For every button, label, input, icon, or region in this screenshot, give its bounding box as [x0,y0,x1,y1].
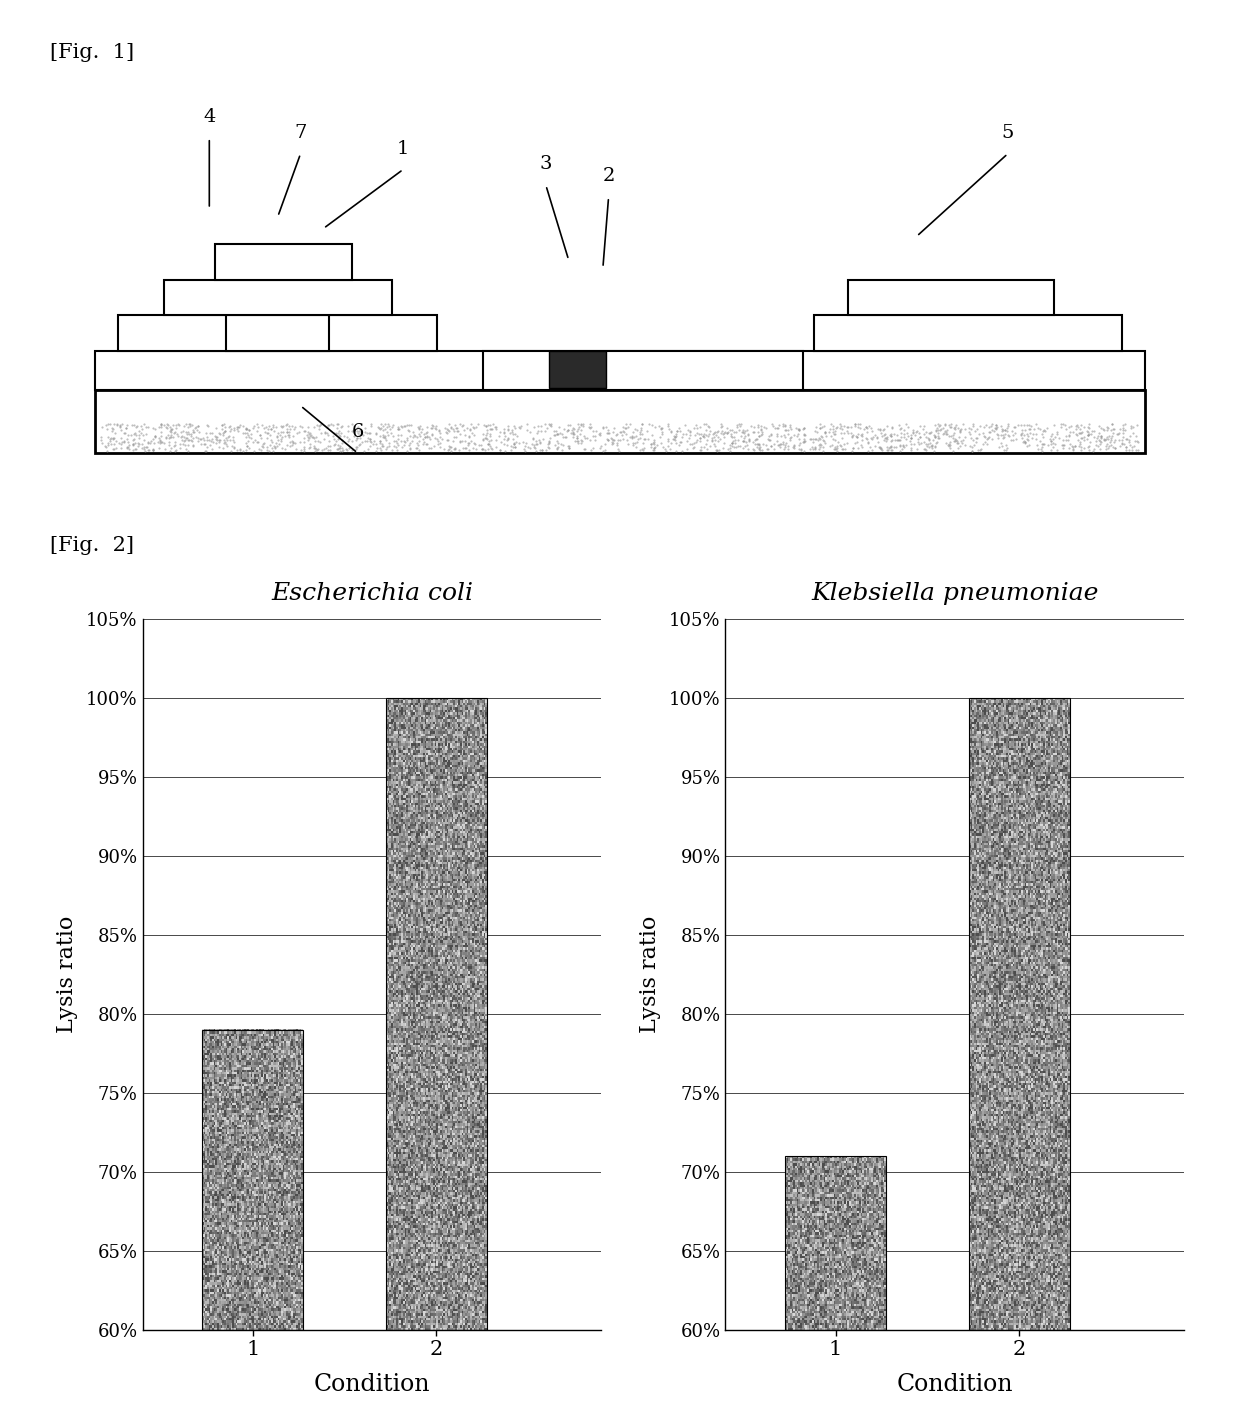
Text: 4: 4 [203,108,216,127]
Text: 1: 1 [397,139,409,158]
Title: Escherichia coli: Escherichia coli [272,581,472,605]
Text: 5: 5 [1002,124,1014,142]
Text: 6: 6 [351,424,363,442]
Bar [813,315,1122,350]
Bar [215,245,352,280]
Text: 3: 3 [539,155,552,173]
Y-axis label: Lysis ratio: Lysis ratio [639,916,661,1033]
Bar [848,280,1054,315]
Text: [Fig.  1]: [Fig. 1] [50,44,134,62]
Bar [227,315,329,350]
Bar [202,1030,303,1330]
Title: Klebsiella pneumoniae: Klebsiella pneumoniae [811,581,1099,605]
Text: [Fig.  2]: [Fig. 2] [50,536,134,554]
Bar [549,350,606,388]
Bar [386,698,486,1330]
Bar [118,315,438,350]
Bar [484,350,802,390]
Text: 2: 2 [603,167,615,186]
X-axis label: Condition: Condition [314,1373,430,1396]
Text: 7: 7 [294,124,306,142]
Bar [968,698,1070,1330]
Bar [164,280,392,315]
Bar [95,350,1145,390]
Y-axis label: Lysis ratio: Lysis ratio [56,916,78,1033]
X-axis label: Condition: Condition [897,1373,1013,1396]
Bar [95,390,1145,453]
Bar [785,1157,885,1330]
